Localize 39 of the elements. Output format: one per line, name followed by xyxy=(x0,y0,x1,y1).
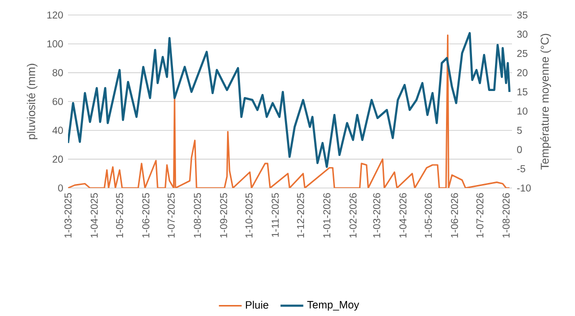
x-tick-label: 1-04-2025 xyxy=(90,193,98,238)
y-tick-label: 20 xyxy=(52,156,63,163)
x-tick-label: 1-07-2026 xyxy=(476,193,484,238)
legend-label: Temp_Moy xyxy=(307,301,360,311)
x-tick-label: 1-12-2025 xyxy=(297,193,304,238)
x-tick-label: 1-08-2025 xyxy=(194,193,201,238)
y2-tick-label: 10 xyxy=(517,108,528,115)
y-tick-label: 100 xyxy=(47,40,63,48)
x-tick-label: 1-09-2025 xyxy=(220,193,228,238)
y2-tick-label: 15 xyxy=(517,88,528,96)
x-tick-label: 1-07-2025 xyxy=(168,193,175,238)
x-tick-label: 1-03-2025 xyxy=(64,193,72,238)
x-tick-label: 1-06-2025 xyxy=(142,193,150,238)
y2-tick-label: -5 xyxy=(517,165,526,172)
y2-tick-label: 5 xyxy=(517,126,522,134)
x-tick-label: 1-04-2026 xyxy=(399,193,406,238)
y-axis-title: pluviosité (mm) xyxy=(26,64,38,140)
x-tick-label: 1-10-2025 xyxy=(245,193,253,238)
x-tick-label: 1-05-2026 xyxy=(424,193,432,238)
y-tick-label: 80 xyxy=(52,69,63,76)
y2-axis-title: Température moyenne (°C) xyxy=(540,34,552,170)
y2-tick-label: 30 xyxy=(517,30,528,38)
x-tick-label: 1-02-2026 xyxy=(349,193,357,238)
y2-tick-label: 25 xyxy=(517,50,528,58)
y2-tick-label: 35 xyxy=(517,11,528,19)
y2-tick-label: -10 xyxy=(517,184,531,192)
x-tick-label: 1-01-2026 xyxy=(323,193,330,238)
legend-label: Pluie xyxy=(246,300,268,309)
y-tick-label: 40 xyxy=(52,126,63,134)
y2-tick-label: 20 xyxy=(517,69,528,76)
y2-tick-label: 0 xyxy=(517,146,522,154)
x-tick-label: 1-08-2026 xyxy=(502,193,510,238)
y-tick-label: 120 xyxy=(47,11,63,19)
x-tick-label: 1-11-2025 xyxy=(272,193,279,237)
x-tick-label: 1-03-2026 xyxy=(373,193,380,238)
x-tick-label: 1-05-2025 xyxy=(116,193,124,238)
x-tick-label: 1-06-2026 xyxy=(450,193,458,238)
y-tick-label: 0 xyxy=(58,184,63,192)
y-tick-label: 60 xyxy=(52,98,63,106)
